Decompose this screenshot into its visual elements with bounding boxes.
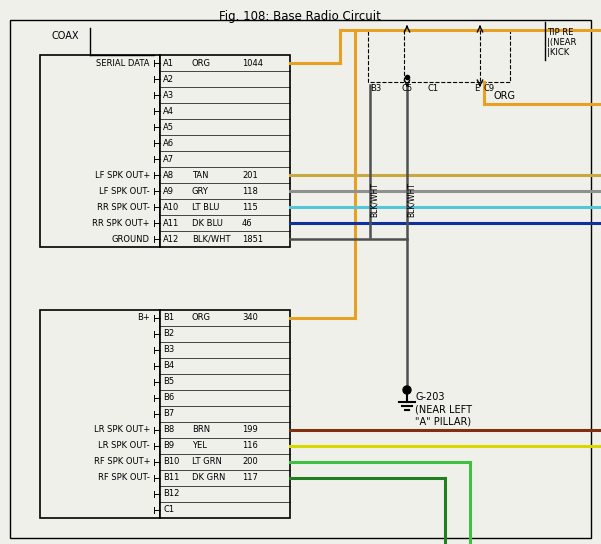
Text: ORG: ORG: [192, 59, 211, 67]
Text: BLK/WHT: BLK/WHT: [370, 183, 379, 218]
Text: A12: A12: [163, 234, 179, 244]
Text: B10: B10: [163, 458, 179, 467]
Text: |KICK: |KICK: [547, 48, 569, 57]
Text: GRY: GRY: [192, 187, 209, 195]
Text: LR SPK OUT+: LR SPK OUT+: [94, 425, 150, 435]
Text: 46: 46: [242, 219, 252, 227]
Text: C9: C9: [484, 84, 495, 93]
Text: 1044: 1044: [242, 59, 263, 67]
Text: B1: B1: [163, 313, 174, 323]
Text: 1851: 1851: [242, 234, 263, 244]
Text: 117: 117: [242, 473, 258, 483]
Text: 200: 200: [242, 458, 258, 467]
Text: A2: A2: [163, 75, 174, 83]
Bar: [160, 55, 290, 247]
Text: A6: A6: [163, 139, 174, 147]
Text: RR SPK OUT+: RR SPK OUT+: [93, 219, 150, 227]
Circle shape: [403, 386, 411, 394]
Text: B12: B12: [163, 490, 179, 498]
Text: BRN: BRN: [192, 425, 210, 435]
Text: LT BLU: LT BLU: [192, 202, 219, 212]
Text: 115: 115: [242, 202, 258, 212]
Text: "A" PILLAR): "A" PILLAR): [415, 416, 471, 426]
Text: 116: 116: [242, 442, 258, 450]
Text: LR SPK OUT-: LR SPK OUT-: [99, 442, 150, 450]
Text: E: E: [474, 84, 479, 93]
Text: B6: B6: [163, 393, 174, 403]
Text: B11: B11: [163, 473, 179, 483]
Text: (NEAR LEFT: (NEAR LEFT: [415, 404, 472, 414]
Text: A10: A10: [163, 202, 179, 212]
Text: G-203: G-203: [415, 392, 445, 402]
Text: A3: A3: [163, 90, 174, 100]
Text: RR SPK OUT-: RR SPK OUT-: [97, 202, 150, 212]
Text: TAN: TAN: [192, 170, 209, 180]
Text: ORG: ORG: [494, 91, 516, 101]
Text: B5: B5: [163, 378, 174, 386]
Text: B4: B4: [163, 362, 174, 370]
Text: B9: B9: [163, 442, 174, 450]
Text: A9: A9: [163, 187, 174, 195]
Text: BLK/WHT: BLK/WHT: [192, 234, 231, 244]
Text: LF SPK OUT-: LF SPK OUT-: [99, 187, 150, 195]
Text: A8: A8: [163, 170, 174, 180]
Text: B2: B2: [163, 330, 174, 338]
Text: RF SPK OUT-: RF SPK OUT-: [98, 473, 150, 483]
Text: B3: B3: [370, 84, 381, 93]
Text: |(NEAR: |(NEAR: [547, 38, 576, 47]
Text: RF SPK OUT+: RF SPK OUT+: [94, 458, 150, 467]
Text: B+: B+: [137, 313, 150, 323]
Bar: [40, 310, 160, 518]
Text: A11: A11: [163, 219, 179, 227]
Text: A5: A5: [163, 122, 174, 132]
Text: B8: B8: [163, 425, 174, 435]
Text: C5: C5: [402, 84, 413, 93]
Text: C1: C1: [163, 505, 174, 515]
Text: SERIAL DATA: SERIAL DATA: [97, 59, 150, 67]
Text: ORG: ORG: [192, 313, 211, 323]
Bar: [40, 55, 160, 247]
Text: 199: 199: [242, 425, 258, 435]
Text: 340: 340: [242, 313, 258, 323]
Text: YEL: YEL: [192, 442, 207, 450]
Text: DK GRN: DK GRN: [192, 473, 225, 483]
Text: BLK/WHT: BLK/WHT: [406, 183, 415, 218]
Bar: [160, 310, 290, 518]
Text: DK BLU: DK BLU: [192, 219, 223, 227]
Text: C1: C1: [427, 84, 438, 93]
Text: 201: 201: [242, 170, 258, 180]
Text: A1: A1: [163, 59, 174, 67]
Text: Fig. 108: Base Radio Circuit: Fig. 108: Base Radio Circuit: [219, 10, 381, 23]
Text: A4: A4: [163, 107, 174, 115]
Text: 118: 118: [242, 187, 258, 195]
Text: B7: B7: [163, 410, 174, 418]
Text: LT GRN: LT GRN: [192, 458, 222, 467]
Text: TIP RE: TIP RE: [547, 28, 573, 37]
Text: COAX: COAX: [52, 31, 79, 41]
Text: B3: B3: [163, 345, 174, 355]
Text: LF SPK OUT+: LF SPK OUT+: [95, 170, 150, 180]
Text: A7: A7: [163, 154, 174, 164]
Text: GROUND: GROUND: [112, 234, 150, 244]
Bar: [368, 30, 510, 82]
